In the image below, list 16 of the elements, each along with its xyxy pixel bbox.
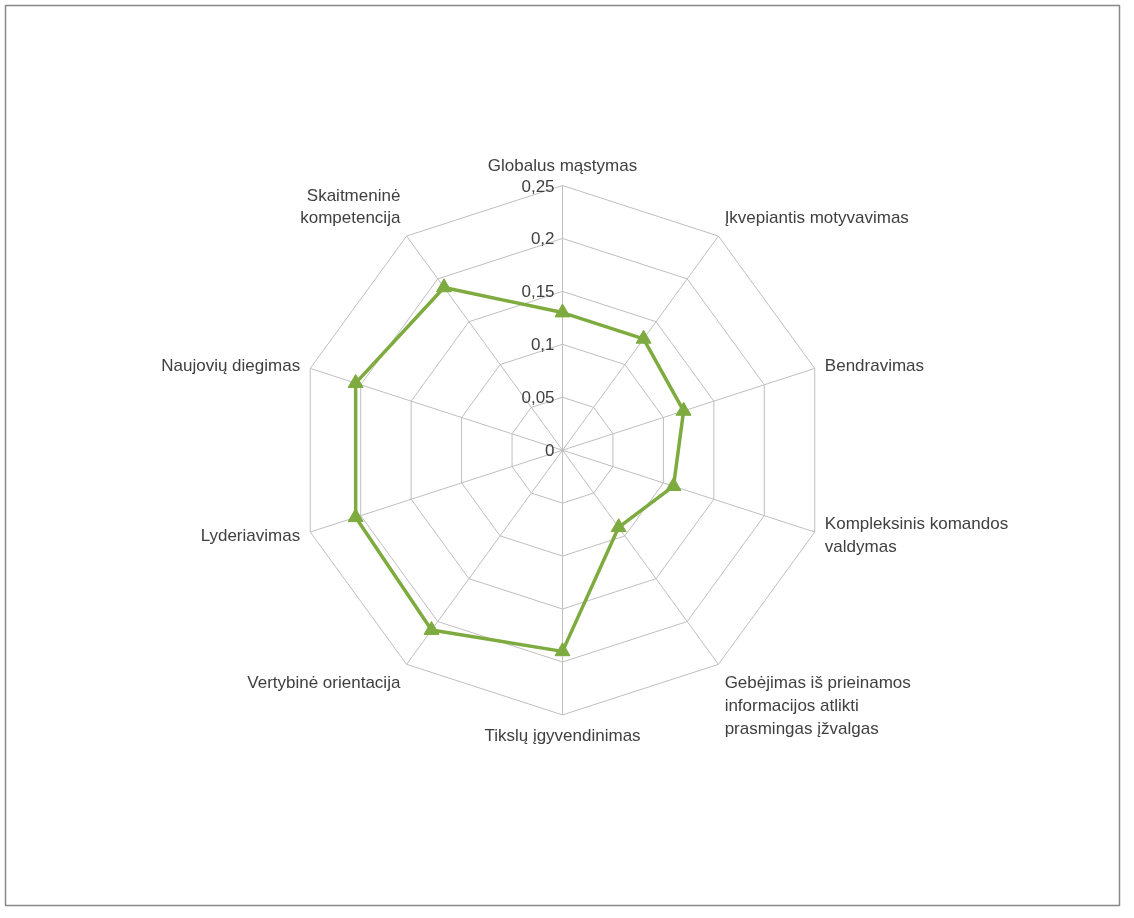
spoke-label: Įkvepiantis motyvavimas <box>724 208 909 228</box>
y-tick-label: 0,05 <box>521 388 555 408</box>
spoke-label: Bendravimas <box>824 355 925 375</box>
spoke-label: Kompleksinis komandos valdymas <box>824 514 1009 557</box>
spoke-label: Skaitmeninė kompetencija <box>300 185 401 228</box>
spoke-label: Globalus mąstymas <box>487 155 638 175</box>
spoke-label: Gebėjimas iš prieinamos informacijos atlikti prasmingas įžvalgas <box>724 672 911 738</box>
spoke-label: Tikslų įgyvendinimas <box>484 725 641 745</box>
spoke-label: Lyderiavimas <box>200 525 301 545</box>
y-tick-label: 0,25 <box>521 176 555 196</box>
y-tick-label: 0,1 <box>530 335 555 355</box>
y-tick-label: 0,15 <box>521 282 555 302</box>
spoke-label: Naujovių diegimas <box>161 355 301 375</box>
y-tick-label: 0 <box>545 441 555 461</box>
spoke-label: Vertybinė orientacija <box>247 672 401 692</box>
y-tick-label: 0,2 <box>530 229 555 249</box>
